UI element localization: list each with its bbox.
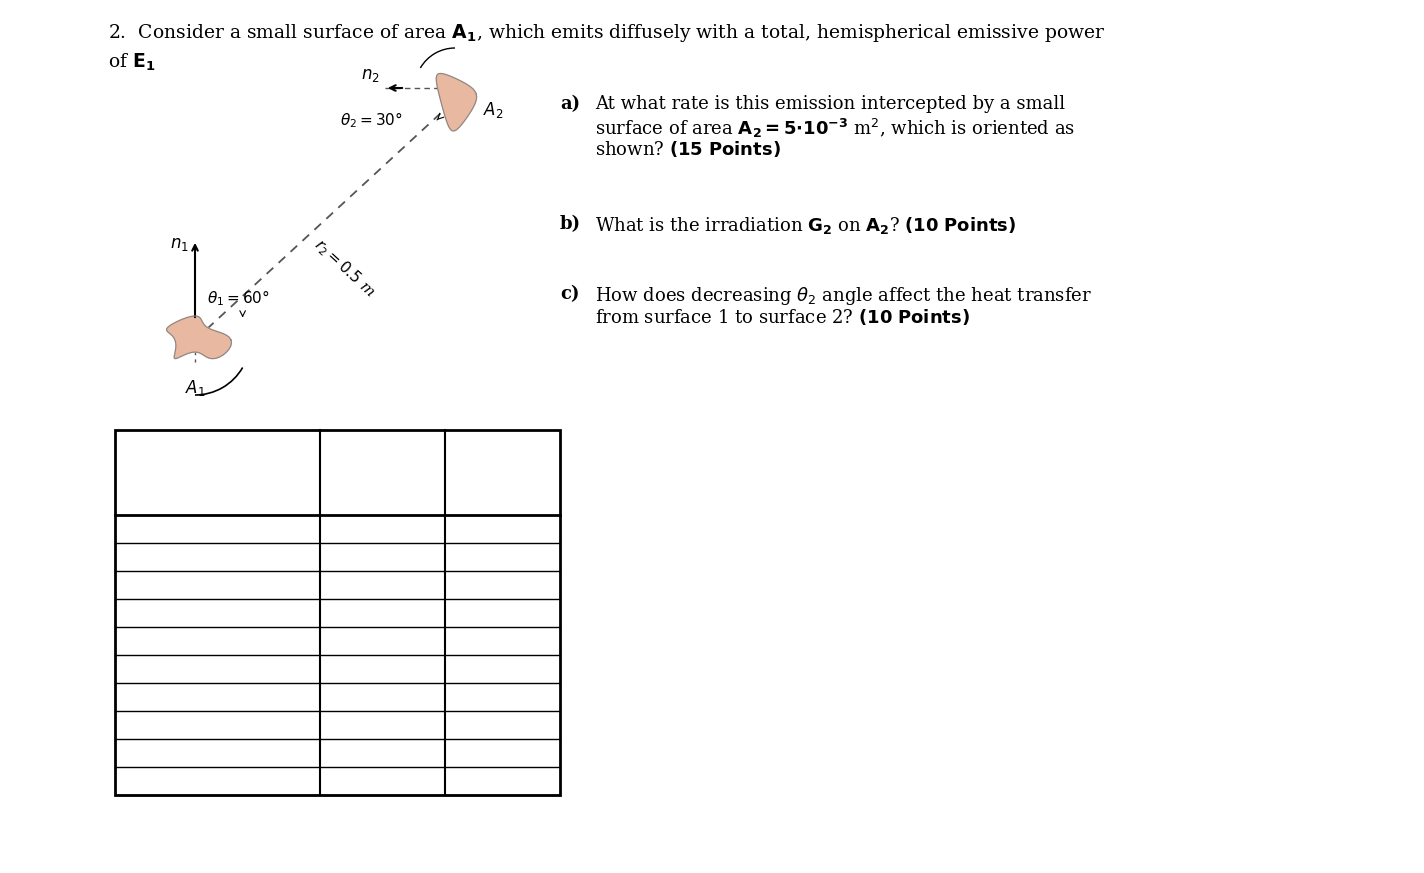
Text: 9: 9 — [236, 773, 248, 789]
Text: Last one digit of: Last one digit of — [144, 444, 290, 461]
Text: 6: 6 — [236, 689, 248, 705]
Bar — [115, 430, 560, 795]
Text: 3: 3 — [236, 604, 248, 622]
Text: $A_1$(m$^2$): $A_1$(m$^2$) — [350, 461, 414, 484]
Text: 3·10⁻⁴: 3·10⁻⁴ — [356, 689, 409, 705]
Text: 6·10⁻⁴: 6·10⁻⁴ — [356, 604, 409, 622]
Text: $r_2 = 0.5$ m: $r_2 = 0.5$ m — [310, 235, 380, 301]
Text: c): c) — [560, 285, 580, 303]
Text: 5·10⁻⁴: 5·10⁻⁴ — [356, 633, 409, 650]
Text: What is the irradiation $\mathbf{G_2}$ on $\mathbf{A_2}$? $\mathbf{(10\ Points)}: What is the irradiation $\mathbf{G_2}$ o… — [595, 215, 1017, 236]
Text: 6·10⁵: 6·10⁵ — [481, 548, 524, 566]
Text: $\theta_1 = 60°$: $\theta_1 = 60°$ — [206, 288, 271, 308]
Text: of $\mathbf{E_1}$: of $\mathbf{E_1}$ — [108, 52, 155, 73]
Text: 4·10⁻⁴: 4·10⁻⁴ — [356, 661, 409, 677]
Text: from surface 1 to surface 2? $\mathbf{(10\ Points)}$: from surface 1 to surface 2? $\mathbf{(1… — [595, 307, 970, 327]
Text: number: number — [182, 482, 252, 499]
Text: $n_2$: $n_2$ — [362, 67, 380, 84]
Polygon shape — [436, 73, 477, 131]
Text: $A_2$: $A_2$ — [483, 100, 504, 120]
Text: 8·10⁻⁴: 8·10⁻⁴ — [356, 548, 409, 566]
Text: 4·10⁵: 4·10⁵ — [481, 717, 524, 733]
Text: 1·10⁻⁴: 1·10⁻⁴ — [356, 745, 409, 761]
Text: 9·10⁵: 9·10⁵ — [481, 633, 524, 650]
Text: 5·10⁵: 5·10⁵ — [481, 520, 524, 538]
Text: shown? $\mathbf{(15\ Points)}$: shown? $\mathbf{(15\ Points)}$ — [595, 139, 780, 159]
Text: 4: 4 — [236, 633, 248, 650]
Text: (W/m$^2$): (W/m$^2$) — [468, 472, 537, 494]
Text: 2·10⁵: 2·10⁵ — [481, 689, 524, 705]
Text: 7·10⁻⁴: 7·10⁻⁴ — [356, 576, 409, 594]
Text: 3·10⁵: 3·10⁵ — [481, 745, 524, 761]
Text: 9·10⁻³: 9·10⁻³ — [356, 773, 409, 789]
Text: How does decreasing $\boldsymbol{\theta_2}$ angle affect the heat transfer: How does decreasing $\boldsymbol{\theta_… — [595, 285, 1092, 307]
Text: b): b) — [560, 215, 581, 233]
Text: At what rate is this emission intercepted by a small: At what rate is this emission intercepte… — [595, 95, 1065, 113]
Text: 7·10⁵: 7·10⁵ — [481, 604, 524, 622]
Text: 8·10⁵: 8·10⁵ — [481, 576, 524, 594]
Text: a): a) — [560, 95, 580, 113]
Text: 2·10⁻⁴: 2·10⁻⁴ — [356, 717, 409, 733]
Text: 2.  Consider a small surface of area $\mathbf{A_1}$, which emits diffusely with : 2. Consider a small surface of area $\ma… — [108, 22, 1105, 44]
Text: 1·10⁴: 1·10⁴ — [481, 773, 524, 789]
Text: 1: 1 — [236, 548, 248, 566]
Text: $A_1$: $A_1$ — [185, 378, 205, 398]
Text: 7: 7 — [236, 717, 248, 733]
Text: 5: 5 — [236, 661, 248, 677]
Text: 1·10⁵: 1·10⁵ — [481, 661, 524, 677]
Text: surface of area $\mathbf{A_2 = 5{\cdot}10^{-3}}$ m$^2$, which is oriented as: surface of area $\mathbf{A_2 = 5{\cdot}1… — [595, 117, 1075, 140]
Text: 2: 2 — [236, 576, 248, 594]
Text: 0: 0 — [236, 520, 248, 538]
Text: $n_1$: $n_1$ — [169, 236, 188, 253]
Text: your student: your student — [161, 463, 275, 480]
Text: 8: 8 — [236, 745, 248, 761]
Text: 9·10⁻⁴: 9·10⁻⁴ — [356, 520, 409, 538]
Text: $E_1$: $E_1$ — [493, 450, 513, 470]
Text: $\theta_2 = 30°$: $\theta_2 = 30°$ — [340, 110, 403, 130]
Polygon shape — [167, 316, 232, 359]
